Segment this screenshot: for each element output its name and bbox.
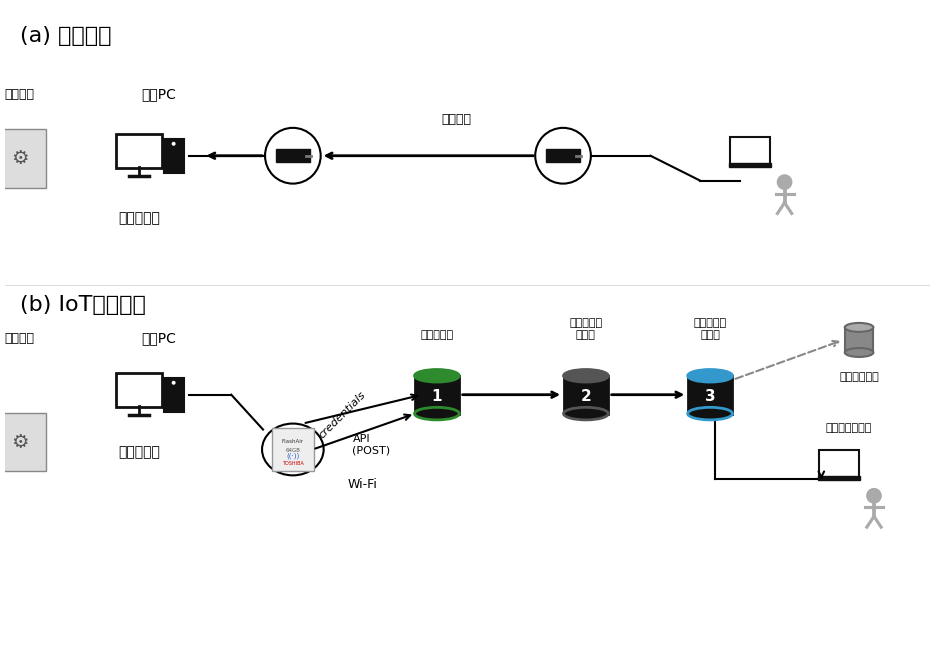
Text: ((·)): ((·)) (286, 452, 300, 459)
FancyBboxPatch shape (276, 149, 310, 162)
Circle shape (265, 128, 320, 183)
Text: オフライン: オフライン (118, 211, 160, 226)
Ellipse shape (262, 424, 324, 475)
Text: 3: 3 (705, 389, 715, 404)
FancyBboxPatch shape (819, 450, 859, 478)
Text: 認証サーバ: 認証サーバ (420, 330, 453, 340)
Ellipse shape (688, 369, 733, 382)
Circle shape (867, 489, 881, 503)
FancyBboxPatch shape (730, 136, 770, 164)
Ellipse shape (688, 408, 733, 420)
Ellipse shape (414, 408, 459, 420)
Ellipse shape (844, 323, 873, 332)
Text: FlashAir: FlashAir (282, 439, 304, 444)
Ellipse shape (414, 369, 459, 382)
Text: ウェブブラウザ: ウェブブラウザ (826, 422, 872, 432)
Text: 2: 2 (581, 389, 591, 404)
Text: API
(POST): API (POST) (353, 434, 391, 455)
FancyBboxPatch shape (546, 149, 580, 162)
Ellipse shape (563, 408, 608, 420)
FancyBboxPatch shape (115, 373, 162, 407)
Circle shape (171, 381, 176, 385)
FancyBboxPatch shape (563, 376, 608, 413)
Text: credentials: credentials (317, 389, 368, 440)
Text: 制御PC: 制御PC (142, 87, 176, 101)
FancyBboxPatch shape (0, 413, 47, 471)
FancyBboxPatch shape (164, 139, 183, 173)
FancyBboxPatch shape (115, 134, 162, 168)
Text: (b) IoTシステム: (b) IoTシステム (20, 295, 145, 315)
Text: オフライン: オフライン (118, 445, 160, 460)
FancyBboxPatch shape (688, 376, 733, 413)
FancyBboxPatch shape (729, 162, 771, 166)
Ellipse shape (844, 348, 873, 357)
FancyBboxPatch shape (0, 129, 47, 188)
Text: 制御PC: 制御PC (142, 331, 176, 345)
Circle shape (171, 142, 176, 146)
Text: サブシステム: サブシステム (839, 372, 879, 382)
Circle shape (777, 175, 791, 189)
FancyBboxPatch shape (164, 378, 183, 411)
Text: データ蓄積
サーバ: データ蓄積 サーバ (570, 318, 602, 340)
FancyBboxPatch shape (272, 428, 314, 471)
Text: ⚙: ⚙ (11, 150, 29, 168)
Circle shape (535, 128, 591, 183)
Text: 1: 1 (432, 389, 442, 404)
Text: Wi-Fi: Wi-Fi (347, 478, 377, 491)
Text: 計測装置: 計測装置 (5, 88, 34, 101)
Ellipse shape (563, 369, 608, 382)
Polygon shape (844, 328, 873, 352)
Text: (a) 従来方法: (a) 従来方法 (20, 26, 111, 46)
FancyBboxPatch shape (414, 376, 459, 413)
Text: 64GB: 64GB (286, 448, 301, 453)
Text: 持ち歩き: 持ち歩き (441, 113, 472, 126)
Text: 計測装置: 計測装置 (5, 332, 34, 345)
Text: データ収集
サーバ: データ収集 サーバ (694, 318, 726, 340)
FancyBboxPatch shape (818, 476, 860, 480)
Text: ⚙: ⚙ (11, 433, 29, 452)
Text: TOSHIBA: TOSHIBA (282, 461, 304, 466)
